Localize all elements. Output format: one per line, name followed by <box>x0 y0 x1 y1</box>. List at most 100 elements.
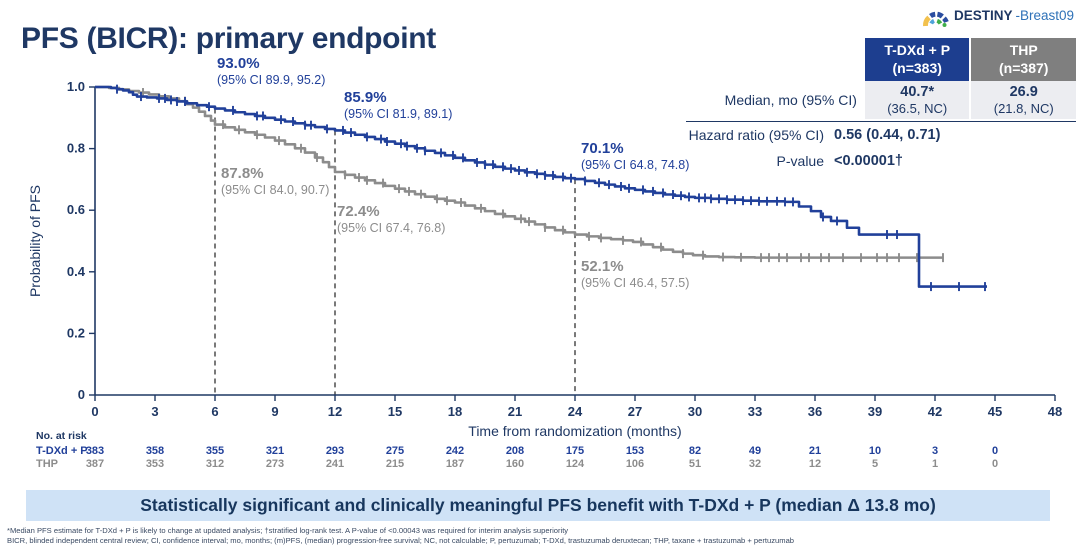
svg-text:3: 3 <box>151 404 158 419</box>
logo-text-bold: DESTINY <box>953 7 1013 23</box>
x-axis-label: Time from randomization (months) <box>468 423 681 439</box>
destiny-logo-icon <box>922 11 949 27</box>
svg-text:36: 36 <box>808 404 822 419</box>
svg-text:0.6: 0.6 <box>67 202 85 217</box>
at-risk-value: 106 <box>625 458 645 470</box>
landmark-annotation-thp-12mo: 72.4% (95% CI 67.4, 76.8) <box>337 203 445 236</box>
at-risk-value: 355 <box>205 445 225 457</box>
at-risk-value: 275 <box>385 445 405 457</box>
logo-text-light: -Breast09 <box>1015 7 1074 23</box>
at-risk-value: 160 <box>505 458 525 470</box>
at-risk-value: 241 <box>325 458 345 470</box>
svg-text:1.0: 1.0 <box>67 79 85 94</box>
landmark-annotation-thp-24mo: 52.1% (95% CI 46.4, 57.5) <box>581 258 689 291</box>
conclusion-text: Statistically significant and clinically… <box>140 495 936 515</box>
at-risk-value: 10 <box>868 445 882 457</box>
svg-text:9: 9 <box>271 404 278 419</box>
at-risk-value: 175 <box>565 445 585 457</box>
median-ci-thp: (21.8, NC) <box>993 100 1054 116</box>
landmark-annotation-thp-6mo: 87.8% (95% CI 84.0, 90.7) <box>221 165 329 198</box>
footnote-statistics: *Median PFS estimate for T-DXd + P is li… <box>7 526 569 535</box>
svg-text:33: 33 <box>748 404 762 419</box>
landmark-ci: (95% CI 84.0, 90.7) <box>221 183 330 197</box>
hazard-ratio-label: Hazard ratio (95% CI) <box>688 126 824 143</box>
svg-text:18: 18 <box>448 404 462 419</box>
at-risk-value: 242 <box>445 445 465 457</box>
at-risk-value: 12 <box>808 458 822 470</box>
hazard-ratio-value: 0.56 (0.44, 0.71) <box>834 126 941 143</box>
landmark-ci: (95% CI 64.8, 74.8) <box>581 158 690 172</box>
at-risk-label-tdxd: T-DXd + P <box>36 445 88 457</box>
at-risk-value: 187 <box>445 458 465 470</box>
median-row-label: Median, mo (95% CI) <box>724 91 857 108</box>
at-risk-value: 0 <box>991 445 999 457</box>
column-header-thp-name: THP <box>1009 42 1038 58</box>
svg-text:0: 0 <box>91 404 98 419</box>
landmark-pct: 52.1% <box>581 258 624 275</box>
landmark-pct: 72.4% <box>337 203 380 220</box>
at-risk-label-thp: THP <box>36 458 58 470</box>
at-risk-value: 124 <box>565 458 585 470</box>
at-risk-value: 321 <box>265 445 285 457</box>
at-risk-value: 273 <box>265 458 285 470</box>
p-value-value: <0.00001† <box>834 152 903 169</box>
study-logo: DESTINY -Breast09 <box>921 3 1074 27</box>
median-cell-tdxd: 40.7* (36.5, NC) <box>864 80 970 119</box>
at-risk-value: 32 <box>748 458 762 470</box>
at-risk-value: 5 <box>871 458 879 470</box>
at-risk-value: 21 <box>808 445 822 457</box>
column-header-tdxd-n: (n=383) <box>892 60 942 77</box>
at-risk-value: 358 <box>145 445 165 457</box>
at-risk-value: 208 <box>505 445 525 457</box>
column-header-tdxd-name: T-DXd + P <box>884 42 951 58</box>
p-value-label: P-value <box>776 152 824 169</box>
median-ci-tdxd: (36.5, NC) <box>887 100 948 116</box>
svg-text:12: 12 <box>328 404 342 419</box>
svg-text:0.4: 0.4 <box>67 264 86 279</box>
svg-text:0.8: 0.8 <box>67 141 85 156</box>
svg-text:39: 39 <box>868 404 882 419</box>
table-divider <box>686 120 1076 122</box>
landmark-ci: (95% CI 89.9, 95.2) <box>217 73 326 87</box>
svg-text:48: 48 <box>1048 404 1062 419</box>
landmark-pct: 87.8% <box>221 165 264 182</box>
at-risk-value: 387 <box>85 458 105 470</box>
svg-text:0: 0 <box>78 387 85 402</box>
svg-text:21: 21 <box>508 404 522 419</box>
column-header-thp: THP (n=387) <box>971 38 1076 81</box>
svg-text:6: 6 <box>211 404 218 419</box>
column-header-thp-n: (n=387) <box>999 60 1049 77</box>
svg-text:15: 15 <box>388 404 402 419</box>
results-table: T-DXd + P (n=383) THP (n=387) Median, mo… <box>640 38 1076 174</box>
median-value-tdxd: 40.7* <box>900 83 935 100</box>
at-risk-value: 51 <box>688 458 702 470</box>
landmark-ci: (95% CI 67.4, 76.8) <box>337 221 446 235</box>
svg-text:45: 45 <box>988 404 1002 419</box>
at-risk-value: 1 <box>931 458 939 470</box>
footnote-abbreviations: BICR, blinded independent central review… <box>7 536 795 545</box>
landmark-pct: 70.1% <box>581 140 624 157</box>
page-title: PFS (BICR): primary endpoint <box>21 22 436 55</box>
landmark-pct: 93.0% <box>217 55 260 72</box>
at-risk-value: 293 <box>325 445 345 457</box>
at-risk-value: 383 <box>85 445 105 457</box>
landmark-ci: (95% CI 81.9, 89.1) <box>344 107 453 121</box>
median-cell-thp: 26.9 (21.8, NC) <box>971 80 1076 119</box>
at-risk-value: 353 <box>145 458 165 470</box>
at-risk-value: 312 <box>205 458 225 470</box>
svg-text:0.2: 0.2 <box>67 325 85 340</box>
at-risk-title: No. at risk <box>36 430 87 442</box>
landmark-ci: (95% CI 46.4, 57.5) <box>581 276 690 290</box>
y-axis-label: Probability of PFS <box>27 185 43 297</box>
landmark-annotation-tdxd-24mo: 70.1% (95% CI 64.8, 74.8) <box>581 140 689 173</box>
landmark-annotation-tdxd-12mo: 85.9% (95% CI 81.9, 89.1) <box>344 89 452 122</box>
svg-text:30: 30 <box>688 404 702 419</box>
at-risk-value: 0 <box>991 458 999 470</box>
landmark-pct: 85.9% <box>344 89 387 106</box>
at-risk-value: 82 <box>688 445 702 457</box>
at-risk-value: 3 <box>931 445 939 457</box>
svg-text:24: 24 <box>568 404 583 419</box>
landmark-annotation-tdxd-6mo: 93.0% (95% CI 89.9, 95.2) <box>217 55 325 88</box>
median-value-thp: 26.9 <box>1009 83 1038 100</box>
